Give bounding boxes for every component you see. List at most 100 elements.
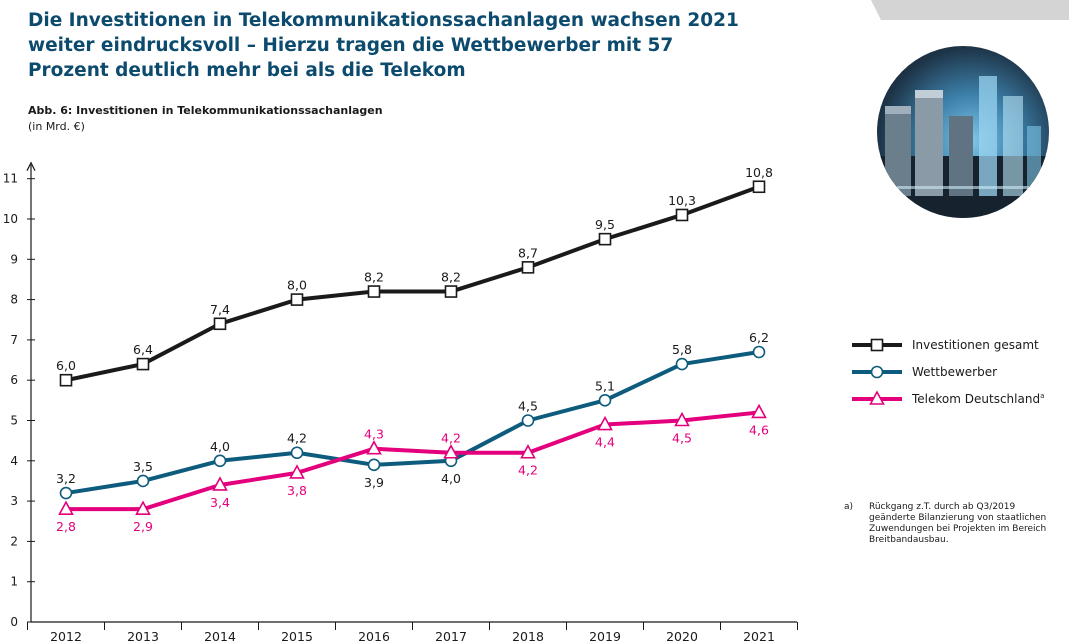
data-label: 4,2	[441, 431, 461, 446]
legend-superscript: a	[1040, 392, 1044, 400]
y-tick-label: 2	[10, 534, 18, 548]
data-point	[443, 444, 459, 459]
data-label: 5,8	[672, 342, 692, 357]
x-tick-label: 2021	[743, 629, 775, 642]
y-tick-label: 4	[10, 454, 18, 468]
legend-label: Investitionen gesamt	[912, 338, 1039, 352]
data-label: 8,7	[518, 245, 538, 260]
grey-corner-shape	[809, 0, 1069, 20]
data-label: 5,1	[595, 378, 615, 393]
data-point	[58, 500, 74, 515]
data-point	[521, 414, 535, 427]
data-label: 3,5	[133, 459, 153, 474]
data-point	[752, 345, 766, 359]
legend-label: Telekom Deutschlanda	[911, 392, 1044, 406]
y-tick-label: 10	[3, 212, 18, 226]
data-label: 4,0	[210, 439, 230, 454]
data-label: 4,3	[364, 427, 384, 442]
data-point	[59, 486, 73, 500]
x-tick-label: 2016	[358, 629, 390, 642]
y-tick-label: 11	[3, 172, 18, 186]
x-tick-label: 2015	[281, 629, 313, 642]
data-point	[367, 458, 381, 472]
y-tick-label: 0	[10, 615, 18, 629]
y-tick-label: 9	[10, 252, 18, 266]
data-label: 4,2	[518, 463, 538, 478]
data-label: 3,2	[56, 471, 76, 486]
data-point	[597, 415, 613, 431]
series-line	[65, 184, 760, 383]
data-label: 4,6	[749, 422, 769, 437]
data-point	[135, 500, 151, 515]
data-label: 10,3	[668, 193, 696, 208]
x-tick-label: 2017	[435, 629, 467, 642]
data-point	[521, 261, 535, 274]
data-label: 6,4	[133, 342, 153, 357]
data-label: 8,0	[287, 278, 307, 293]
data-point	[675, 357, 689, 371]
data-label: 4,4	[595, 435, 615, 450]
y-axis-arrow	[26, 161, 36, 171]
y-tick-label: 6	[10, 373, 18, 387]
data-label: 2,9	[133, 519, 153, 534]
legend-marker	[869, 390, 885, 405]
data-label: 8,2	[441, 270, 461, 285]
data-label: 7,4	[210, 302, 230, 317]
data-label: 4,0	[441, 471, 461, 486]
data-point	[213, 454, 227, 468]
x-tick-label: 2012	[50, 629, 82, 642]
data-label: 3,4	[210, 495, 230, 510]
data-point	[136, 357, 150, 371]
legend-label: Wettbewerber	[912, 365, 997, 379]
data-point	[289, 464, 305, 479]
page-title: Die Investitionen in Telekommunikationss…	[28, 10, 739, 81]
x-tick-label: 2013	[127, 629, 159, 642]
legend-marker	[870, 365, 884, 379]
y-tick-label: 1	[10, 575, 18, 589]
data-point	[59, 373, 73, 387]
data-point	[367, 285, 381, 298]
series-line	[65, 350, 760, 496]
data-point	[290, 446, 304, 460]
data-label: 10,8	[745, 165, 773, 180]
data-label: 4,5	[672, 431, 692, 446]
data-label: 6,0	[56, 358, 76, 373]
data-label: 6,2	[749, 330, 769, 345]
data-point	[212, 476, 228, 491]
data-point	[366, 440, 382, 455]
data-point	[675, 208, 689, 222]
footnote-text: Rückgang z.T. durch ab Q3/2019 geänderte…	[869, 502, 1047, 545]
data-point	[136, 474, 150, 488]
x-tick-label: 2014	[204, 629, 236, 642]
x-tick-label: 2019	[589, 629, 621, 642]
data-point	[520, 444, 536, 459]
y-tick-label: 5	[10, 414, 18, 428]
y-tick-label: 3	[10, 494, 18, 508]
data-point	[598, 232, 612, 246]
data-label: 3,9	[364, 475, 384, 490]
data-label: 8,2	[364, 270, 384, 285]
data-label: 9,5	[595, 217, 615, 232]
data-point	[752, 180, 766, 194]
x-tick-label: 2020	[666, 629, 698, 642]
data-point	[751, 403, 767, 419]
y-tick-label: 8	[10, 293, 18, 307]
x-tick-label: 2018	[512, 629, 544, 642]
data-label: 4,5	[518, 399, 538, 414]
footnote-marker: a)	[844, 502, 854, 512]
data-point	[598, 394, 612, 407]
data-label: 3,8	[287, 483, 307, 498]
unit-label: (in Mrd. €)	[28, 120, 85, 133]
footnote: a) Rückgang z.T. durch ab Q3/2019 geände…	[844, 502, 1064, 546]
data-point	[290, 293, 304, 306]
data-point	[674, 411, 690, 427]
data-label: 2,8	[56, 519, 76, 534]
y-tick-label: 7	[10, 333, 18, 347]
legend-marker	[870, 338, 884, 352]
data-point	[444, 285, 458, 298]
data-point	[213, 317, 227, 331]
series-line	[66, 410, 760, 512]
figure-label: Abb. 6: Investitionen in Telekommunikati…	[28, 104, 383, 117]
data-label: 4,2	[287, 431, 307, 446]
